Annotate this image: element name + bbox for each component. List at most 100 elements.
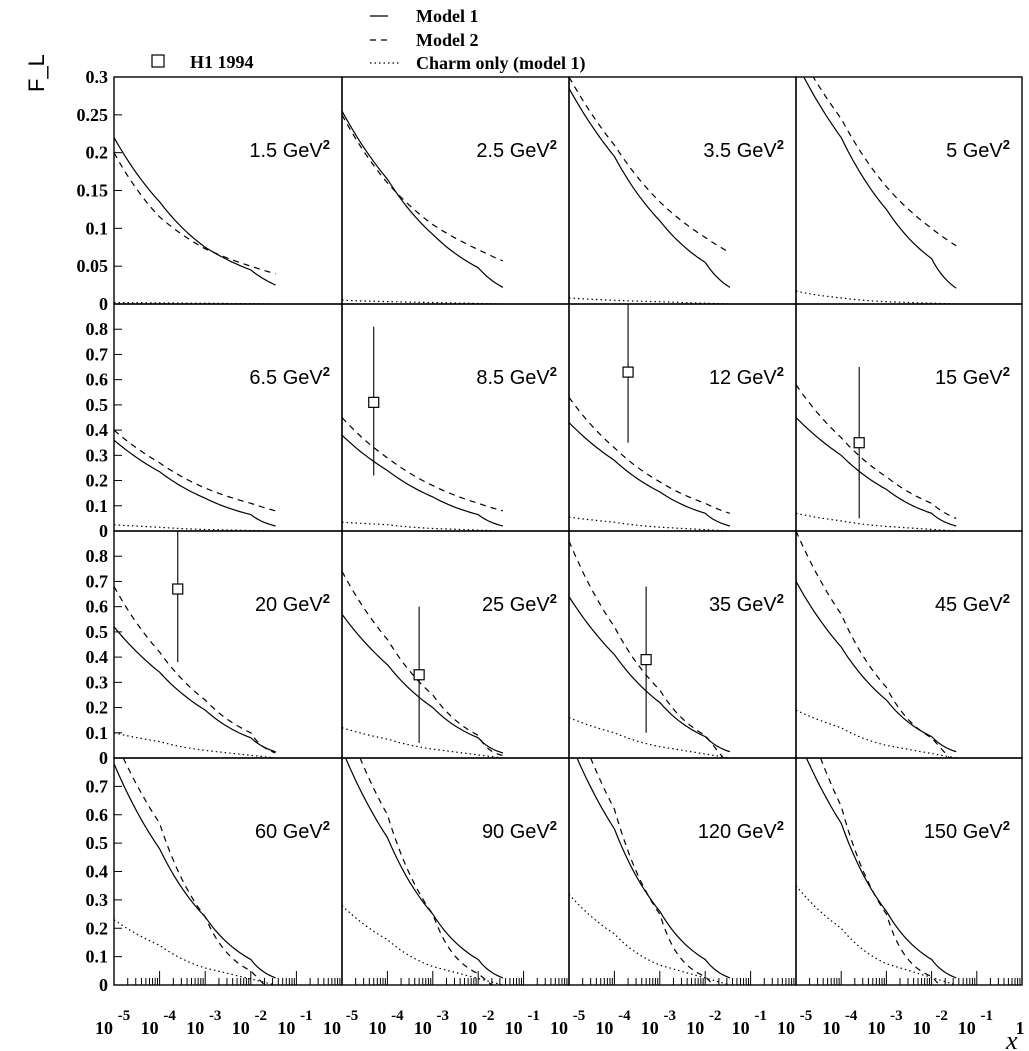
x-tick-label-base: 10	[141, 1018, 159, 1038]
x-tick-label-exponent: -5	[800, 1008, 813, 1024]
model2-curve	[569, 77, 731, 254]
q2-value: 1.5 GeV	[249, 140, 323, 162]
model1-curve	[114, 137, 276, 286]
charm-curve	[114, 919, 276, 985]
q2-exponent: 2	[323, 137, 330, 152]
panel-q2-2_5: 2.5 GeV2	[341, 76, 570, 305]
panel-frame	[341, 530, 570, 759]
x-tick-label-exponent: -5	[118, 1008, 131, 1024]
q2-value: 150 GeV	[924, 821, 1004, 843]
q2-label: 5 GeV2	[946, 137, 1010, 162]
q2-exponent: 2	[323, 818, 330, 833]
panel-frame	[568, 757, 797, 986]
x-tick-label-exponent: -2	[255, 1008, 268, 1024]
panel-q2-25: 25 GeV2	[341, 530, 570, 759]
q2-label: 15 GeV2	[935, 364, 1010, 389]
charm-curve	[342, 299, 503, 304]
q2-label: 12 GeV2	[709, 364, 784, 389]
q2-exponent: 2	[323, 591, 330, 606]
y-tick-label: 0.2	[86, 698, 109, 718]
model2-curve	[796, 384, 957, 519]
x-tick-label-base: 10	[323, 1018, 341, 1038]
legend: Model 1 Model 2 Charm only (model 1) H1 …	[151, 6, 586, 74]
y-tick-label: 0	[99, 748, 108, 768]
x-tick-label-base: 10	[732, 1018, 750, 1038]
x-tick-label-base: 10	[186, 1018, 204, 1038]
panel-curves	[796, 77, 957, 304]
y-tick-label: 0.5	[86, 622, 109, 642]
model2-curve	[114, 429, 276, 512]
q2-label: 60 GeV2	[255, 818, 330, 843]
panel-q2-8_5: 8.5 GeV2	[341, 303, 570, 532]
x-tick-label-exponent: -1	[754, 1008, 767, 1024]
model1-curve	[803, 77, 957, 289]
y-tick-label: 0.1	[86, 947, 109, 967]
x-tick-label-base: 10	[95, 1018, 113, 1038]
panel-frame	[568, 76, 797, 305]
x-tick-label-exponent: -1	[981, 1008, 994, 1024]
panel-curves	[114, 137, 276, 304]
x-tick-label-base: 10	[777, 1018, 795, 1038]
q2-value: 35 GeV	[709, 594, 777, 616]
panel-frame	[795, 757, 1023, 986]
model2-curve	[812, 77, 957, 247]
model2-curve	[569, 396, 731, 514]
q2-label: 8.5 GeV2	[476, 364, 557, 389]
model1-curve	[569, 88, 731, 288]
q2-exponent: 2	[777, 818, 784, 833]
q2-value: 5 GeV	[946, 140, 1003, 162]
x-tick-label-exponent: -2	[482, 1008, 495, 1024]
q2-value: 6.5 GeV	[249, 367, 323, 389]
panel-frame	[341, 303, 570, 532]
charm-curve	[796, 709, 957, 758]
y-tick-label: 0.3	[86, 445, 109, 465]
x-tick-label-exponent: -3	[664, 1008, 677, 1024]
panel-curves	[796, 531, 957, 758]
panel-q2-12: 12 GeV2	[568, 303, 797, 532]
q2-label: 90 GeV2	[482, 818, 557, 843]
panel-curves	[796, 758, 957, 985]
x-tick-label-exponent: -5	[346, 1008, 359, 1024]
h1-data-point	[172, 583, 184, 595]
model1-curve	[796, 417, 957, 527]
y-tick-label: 0.7	[86, 776, 109, 796]
model1-curve	[342, 434, 504, 527]
q2-exponent: 2	[550, 364, 557, 379]
model2-curve	[342, 417, 504, 512]
q2-exponent: 2	[1003, 364, 1010, 379]
y-tick-label: 0.6	[86, 597, 109, 617]
y-tick-label: 0.5	[86, 395, 109, 415]
panel-q2-1_5: 1.5 GeV2	[113, 76, 343, 305]
q2-label: 1.5 GeV2	[249, 137, 330, 162]
y-tick-labels: 0 0.05 0.1 0.15 0.2 0.25 0.3 0 0.1 0.2 0.3 0.4 0.5 0.…	[77, 67, 109, 995]
y-tick-label: 0.7	[86, 344, 109, 364]
q2-exponent: 2	[1003, 591, 1010, 606]
panel-curves	[569, 396, 731, 531]
y-tick-label: 0	[99, 294, 108, 314]
panel-q2-90: 90 GeV2	[341, 757, 570, 986]
y-tick-label: 0.2	[86, 918, 109, 938]
panel-q2-6_5: 6.5 GeV2	[113, 303, 343, 532]
model2-curve	[114, 152, 276, 275]
charm-curve	[342, 727, 503, 758]
model2-curve	[342, 114, 504, 262]
panel-frame	[113, 76, 343, 305]
y-tick-label: 0.3	[86, 672, 109, 692]
panel-curves	[569, 758, 731, 985]
model1-curve	[345, 758, 504, 979]
panel-curves	[569, 77, 731, 304]
y-tick-label: 0.25	[77, 105, 109, 125]
x-tick-label-exponent: -2	[935, 1008, 948, 1024]
charm-curve	[569, 297, 730, 304]
panel-frame	[795, 303, 1023, 532]
y-tick-label: 0.1	[86, 496, 109, 516]
model1-curve	[342, 613, 504, 754]
panel-curves	[114, 429, 276, 531]
panel-frame	[113, 757, 343, 986]
panel-q2-35: 35 GeV2	[568, 530, 797, 759]
h1-data-point	[368, 396, 380, 408]
x-tick-label-base: 10	[595, 1018, 613, 1038]
panel-curves	[569, 540, 731, 758]
q2-value: 12 GeV	[709, 367, 777, 389]
